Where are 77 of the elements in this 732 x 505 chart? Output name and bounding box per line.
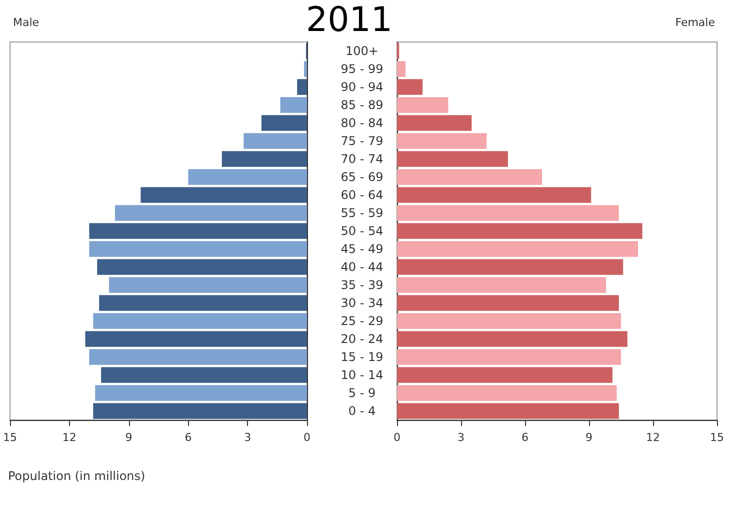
y-tick-label: 10 - 14 <box>340 368 384 382</box>
bar <box>89 223 307 239</box>
bar <box>397 403 619 419</box>
bar <box>397 79 423 95</box>
x-tick-label: 6 <box>184 431 192 444</box>
bar <box>397 205 619 221</box>
y-tick-label: 20 - 24 <box>340 332 384 346</box>
y-tick-label: 40 - 44 <box>340 260 384 274</box>
bar <box>397 169 542 185</box>
x-axis-title: Population (in millions) <box>8 469 146 483</box>
bar <box>397 151 508 167</box>
bar <box>280 97 307 113</box>
x-tick-label: 3 <box>244 431 252 444</box>
y-tick-label: 75 - 79 <box>340 134 384 148</box>
bar <box>397 115 472 131</box>
y-tick-label: 55 - 59 <box>340 206 384 220</box>
bar <box>93 313 307 329</box>
bar <box>89 241 307 257</box>
chart-title: Female <box>675 16 716 29</box>
bar <box>397 241 638 257</box>
bar <box>397 97 448 113</box>
text: 2011 <box>300 0 399 40</box>
bar <box>97 259 307 275</box>
y-tick-label: 65 - 69 <box>340 170 384 184</box>
bar <box>397 349 621 365</box>
bar <box>397 259 624 275</box>
bar <box>261 115 307 131</box>
x-tick-label: 6 <box>522 431 528 444</box>
y-tick-label: 45 - 49 <box>340 242 384 256</box>
bar <box>304 61 307 77</box>
bar <box>397 61 406 77</box>
bar <box>397 385 617 401</box>
bar <box>222 151 307 167</box>
y-tick-label: 95 - 99 <box>340 62 384 76</box>
bar <box>244 133 307 149</box>
y-tick-label: 85 - 89 <box>340 98 384 112</box>
y-tick-label: 50 - 54 <box>340 224 384 238</box>
bar <box>397 313 621 329</box>
chart-title: Male <box>13 16 40 29</box>
bar <box>297 79 307 95</box>
y-tick-label: 5 - 9 <box>348 386 376 400</box>
bar <box>397 133 487 149</box>
bar <box>109 277 307 293</box>
bar <box>89 349 307 365</box>
bar <box>99 295 307 311</box>
bar <box>95 385 307 401</box>
bar <box>397 331 628 347</box>
x-tick-label: 9 <box>586 431 592 444</box>
y-tick-label: 0 - 4 <box>348 404 376 418</box>
x-tick-label: 9 <box>125 431 132 444</box>
bar <box>397 187 592 203</box>
x-tick-label: 12 <box>62 431 76 444</box>
x-tick-label: 15 <box>710 431 724 444</box>
y-tick-label: 100+ <box>346 44 378 58</box>
y-tick-label: 70 - 74 <box>340 152 384 166</box>
bar <box>93 403 307 419</box>
bar <box>188 169 307 185</box>
x-tick-label: 15 <box>3 431 17 444</box>
bar <box>85 331 307 347</box>
y-tick-label: 30 - 34 <box>340 296 384 310</box>
x-tick-label: 12 <box>646 431 660 444</box>
bar <box>397 223 642 239</box>
x-tick-label: 0 <box>394 431 400 444</box>
y-tick-label: 60 - 64 <box>340 188 384 202</box>
x-tick-label: 3 <box>458 431 464 444</box>
y-tick-label: 80 - 84 <box>340 116 384 130</box>
bar <box>397 277 606 293</box>
y-tick-label: 35 - 39 <box>340 278 384 292</box>
y-tick-label: 90 - 94 <box>340 80 384 94</box>
y-tick-label: 25 - 29 <box>340 314 384 328</box>
bar <box>397 367 612 383</box>
bar <box>101 367 307 383</box>
bar <box>140 187 307 203</box>
x-tick-label: 0 <box>304 431 310 444</box>
bar <box>114 205 307 221</box>
y-tick-label: 15 - 19 <box>340 350 384 364</box>
bar <box>397 295 619 311</box>
